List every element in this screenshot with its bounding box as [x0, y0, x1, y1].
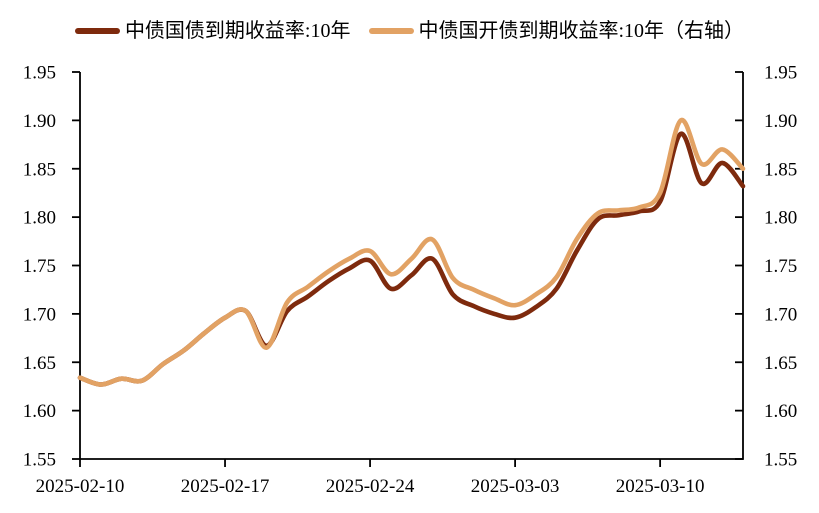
x-axis-label: 2025-02-17: [181, 476, 270, 497]
legend-swatch-cgb: [74, 28, 120, 34]
y-axis-right-label: 1.90: [764, 111, 797, 132]
y-axis-left-label: 1.75: [23, 256, 56, 277]
legend-item-cdb: 中债国开债到期收益率:10年（右轴）: [368, 19, 745, 43]
axis-frame: [79, 72, 744, 460]
y-axis-left-label: 1.60: [23, 401, 56, 422]
x-axis-label: 2025-03-10: [616, 476, 705, 497]
legend: 中债国债到期收益率:10年 中债国开债到期收益率:10年（右轴）: [0, 19, 819, 43]
y-axis-left-label: 1.55: [23, 450, 56, 471]
legend-swatch-cdb: [368, 28, 414, 34]
y-axis-left-label: 1.90: [23, 111, 56, 132]
series-line-cdb: [77, 118, 746, 387]
x-axis-label: 2025-03-03: [471, 476, 560, 497]
legend-label-cdb: 中债国开债到期收益率:10年（右轴）: [418, 20, 745, 42]
legend-item-cgb: 中债国债到期收益率:10年: [74, 19, 351, 43]
x-axis-label: 2025-02-24: [326, 476, 415, 497]
y-axis-right-label: 1.55: [764, 450, 797, 471]
x-axis-label: 2025-02-10: [36, 476, 125, 497]
y-axis-right-label: 1.85: [764, 159, 797, 180]
y-axis-right-label: 1.95: [764, 63, 797, 84]
y-axis-left-label: 1.65: [23, 353, 56, 374]
legend-label-cgb: 中债国债到期收益率:10年: [124, 20, 351, 42]
y-axis-left-label: 1.70: [23, 304, 56, 325]
y-axis-right-label: 1.60: [764, 401, 797, 422]
y-axis-left-label: 1.80: [23, 208, 56, 229]
y-axis-left-label: 1.85: [23, 159, 56, 180]
y-axis-right-label: 1.75: [764, 256, 797, 277]
y-axis-right-label: 1.70: [764, 304, 797, 325]
y-axis-right-label: 1.80: [764, 208, 797, 229]
y-axis-left-label: 1.95: [23, 63, 56, 84]
y-axis-right-label: 1.65: [764, 353, 797, 374]
